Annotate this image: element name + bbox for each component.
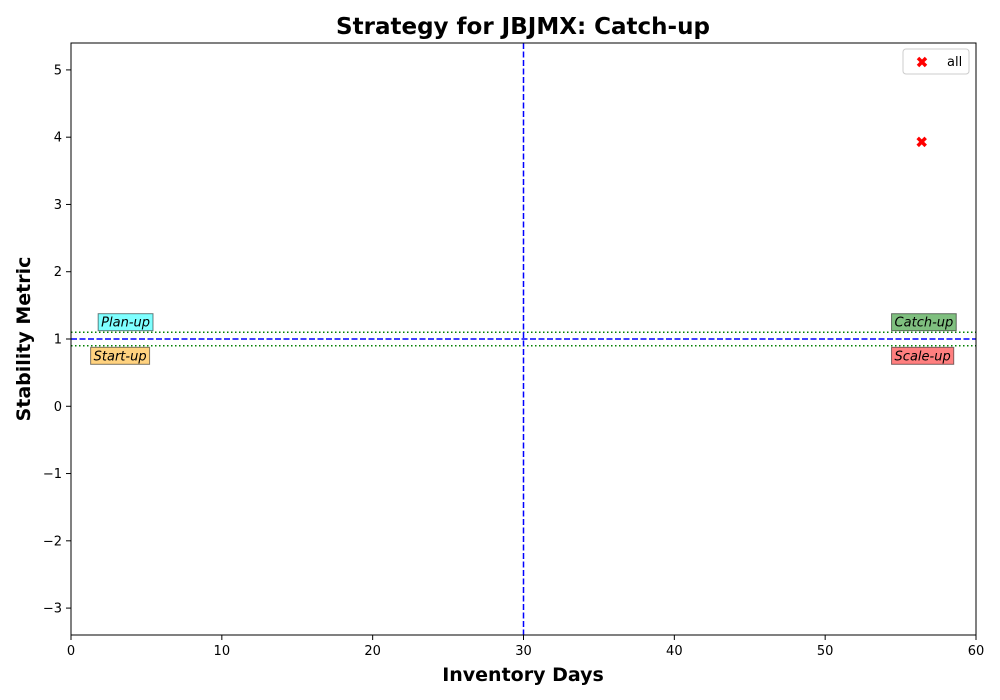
x-axis-ticks: 0 10 20 30 40 50 60 <box>67 635 984 659</box>
x-tick-label: 40 <box>666 644 683 659</box>
legend-box <box>902 48 970 75</box>
x-tick-label: 10 <box>214 644 231 659</box>
y-tick-label: 2 <box>54 265 62 280</box>
legend-marker-icon <box>916 56 928 68</box>
data-point <box>916 136 927 148</box>
quadrant-label-box <box>891 313 957 332</box>
legend-label: all <box>947 55 962 70</box>
quadrant-label-box <box>891 346 955 365</box>
quadrant-label-scale-up: Scale-up <box>895 349 951 364</box>
y-axis-ticks: −3 −2 −1 0 1 2 3 4 5 <box>43 63 71 617</box>
quadrant-labels: Plan-up Start-up Catch-up Scale-up <box>90 313 957 365</box>
y-tick-label: 0 <box>54 400 62 415</box>
quadrant-label-catch-up: Catch-up <box>895 316 954 331</box>
reference-lines <box>71 43 976 635</box>
quadrant-label-start-up: Start-up <box>94 349 147 364</box>
x-tick-label: 0 <box>67 644 75 659</box>
data-points <box>916 136 927 148</box>
x-tick-label: 50 <box>817 644 834 659</box>
y-tick-label: −2 <box>43 534 62 549</box>
chart-title: Strategy for JBJMX: Catch-up <box>336 14 710 40</box>
legend: all <box>902 48 970 75</box>
quadrant-label-box <box>97 313 154 332</box>
quadrant-label-box <box>90 346 151 365</box>
y-tick-label: 5 <box>54 63 62 78</box>
y-tick-label: 3 <box>54 198 62 213</box>
y-tick-label: −3 <box>43 602 62 617</box>
x-tick-label: 30 <box>515 644 532 659</box>
y-tick-label: 1 <box>54 333 62 348</box>
x-tick-label: 60 <box>968 644 985 659</box>
x-axis-label: Inventory Days <box>442 664 604 686</box>
y-tick-label: 4 <box>54 131 62 146</box>
x-tick-label: 20 <box>364 644 381 659</box>
quadrant-label-plan-up: Plan-up <box>101 316 150 331</box>
y-tick-label: −1 <box>43 467 62 482</box>
y-axis-label: Stability Metric <box>13 257 35 422</box>
